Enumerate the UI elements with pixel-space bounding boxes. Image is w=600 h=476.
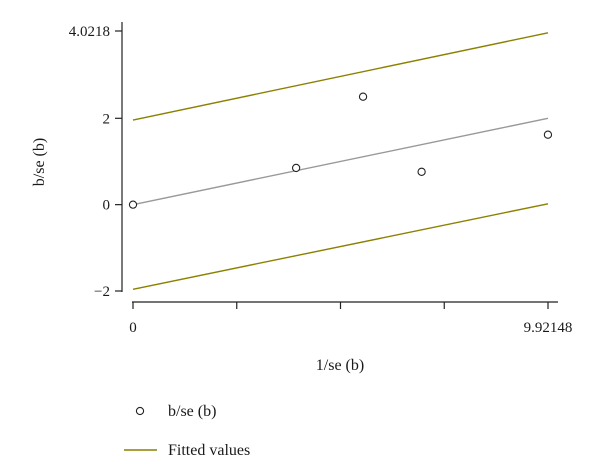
fitted-line bbox=[132, 203, 549, 290]
data-point bbox=[291, 163, 301, 173]
legend-label: Fitted values bbox=[168, 442, 250, 459]
fitted-line bbox=[132, 32, 549, 121]
legend-marker-circle bbox=[135, 406, 145, 416]
fitted-line bbox=[132, 117, 549, 206]
x-tick-label: 9.92148 bbox=[524, 320, 573, 336]
y-tick-label: −2 bbox=[94, 284, 110, 300]
data-point bbox=[417, 167, 426, 176]
data-point bbox=[543, 130, 553, 139]
legend-label: b/se (b) bbox=[168, 403, 216, 420]
y-axis-title: b/se (b) bbox=[31, 138, 48, 186]
y-tick-label: 0 bbox=[103, 198, 111, 214]
data-point bbox=[358, 92, 368, 101]
data-point bbox=[128, 200, 138, 209]
y-tick-label: 2 bbox=[103, 111, 111, 127]
x-tick-label: 0 bbox=[129, 320, 137, 336]
x-axis-title: 1/se (b) bbox=[316, 357, 364, 374]
y-tick-label: 4.0218 bbox=[69, 24, 110, 40]
